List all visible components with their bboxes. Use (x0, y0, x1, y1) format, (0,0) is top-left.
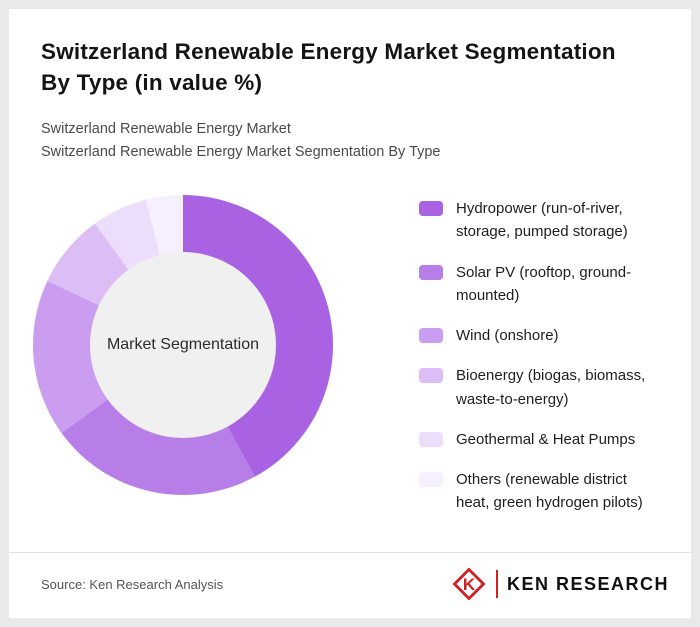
logo-text: KEN RESEARCH (506, 573, 669, 594)
logo-monogram: K (463, 575, 476, 594)
legend-swatch (419, 328, 443, 344)
subtitle-block: Switzerland Renewable Energy Market Swit… (41, 118, 659, 163)
donut-center-label: Market Segmentation (106, 336, 260, 354)
legend-swatch (419, 431, 443, 447)
header: Switzerland Renewable Energy Market Segm… (9, 9, 691, 163)
ken-research-logo-icon: K (452, 567, 486, 601)
logo-divider (495, 570, 498, 598)
legend-label: Wind (onshore) (456, 327, 559, 345)
legend-item: Others (renewable district heat, green h… (419, 468, 659, 515)
subtitle-market: Switzerland Renewable Energy Market (41, 121, 291, 138)
legend-label: Bioenergy (biogas, biomass, waste-to-ene… (456, 367, 646, 408)
legend-label: Others (renewable district heat, green h… (456, 471, 643, 512)
page-title-line2: By Type (in value %) (41, 70, 263, 96)
legend-item: Hydropower (run-of-river, storage, pumpe… (419, 197, 659, 244)
page-title: Switzerland Renewable Energy Market Segm… (41, 36, 659, 98)
legend-item: Solar PV (rooftop, ground-mounted) (419, 261, 659, 308)
legend-item: Geothermal & Heat Pumps (419, 428, 659, 451)
legend-label: Solar PV (rooftop, ground-mounted) (456, 263, 632, 304)
footer: Source: Ken Research Analysis K KEN RESE… (9, 552, 691, 618)
legend-swatch (419, 201, 443, 217)
legend-swatch (419, 264, 443, 280)
source-note: Source: Ken Research Analysis (41, 576, 224, 592)
chart-legend: Hydropower (run-of-river, storage, pumpe… (419, 197, 659, 515)
chart-area: Market Segmentation Hydropower (run-of-r… (9, 163, 691, 552)
legend-label: Geothermal & Heat Pumps (456, 430, 636, 448)
legend-item: Wind (onshore) (419, 324, 659, 347)
ken-research-logo: K KEN RESEARCH (451, 566, 669, 602)
legend-item: Bioenergy (biogas, biomass, waste-to-ene… (419, 364, 659, 411)
donut-chart: Market Segmentation (33, 195, 333, 496)
infographic-card: Switzerland Renewable Energy Market Segm… (9, 9, 691, 618)
donut-center: Market Segmentation (90, 252, 276, 439)
legend-swatch (419, 472, 443, 488)
subtitle-segmentation: Switzerland Renewable Energy Market Segm… (41, 143, 441, 160)
legend-label: Hydropower (run-of-river, storage, pumpe… (456, 200, 628, 241)
page-title-line1: Switzerland Renewable Energy Market Segm… (41, 39, 616, 64)
legend-swatch (419, 368, 443, 384)
